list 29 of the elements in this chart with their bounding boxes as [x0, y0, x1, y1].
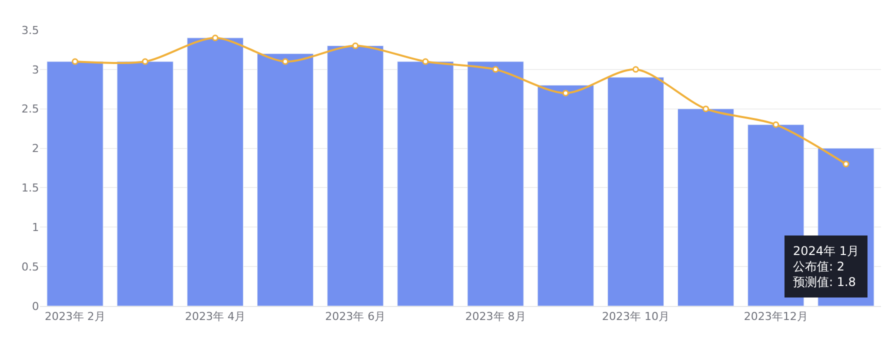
point [422, 58, 429, 65]
x-tick-label: 2023年 8月 [465, 310, 526, 324]
point [72, 58, 78, 65]
point [492, 66, 499, 73]
point [772, 121, 780, 128]
y-tick-label: 2.5 [22, 102, 39, 116]
y-tick-label: 0.5 [22, 260, 39, 274]
y-tick-label: 0 [32, 300, 39, 313]
y-tick-label: 3 [32, 63, 39, 76]
point [142, 58, 148, 65]
point [212, 34, 218, 42]
point [632, 66, 639, 73]
x-tick-label: 2023年 6月 [325, 310, 386, 324]
y-tick-label: 3.5 [22, 24, 39, 37]
point [562, 90, 569, 96]
y-tick-label: 2 [32, 142, 39, 156]
point [282, 58, 289, 65]
y-tick-label: 1 [32, 220, 39, 234]
x-tick-label: 2023年 4月 [184, 310, 246, 324]
annotation: 预测值: 1.8 [793, 275, 856, 290]
y-tick-label: 1.5 [22, 182, 39, 195]
x-tick-label: 2023年 2月 [44, 310, 106, 324]
point [842, 160, 850, 168]
point [352, 42, 359, 50]
x-tick-label: 2023年 10月 [602, 310, 670, 324]
x-tick-label: 2023年12月 [744, 310, 808, 324]
annotation: 2024年 1月 [793, 244, 859, 258]
annotation: 公布值: 2 [793, 260, 844, 274]
point [702, 106, 710, 112]
